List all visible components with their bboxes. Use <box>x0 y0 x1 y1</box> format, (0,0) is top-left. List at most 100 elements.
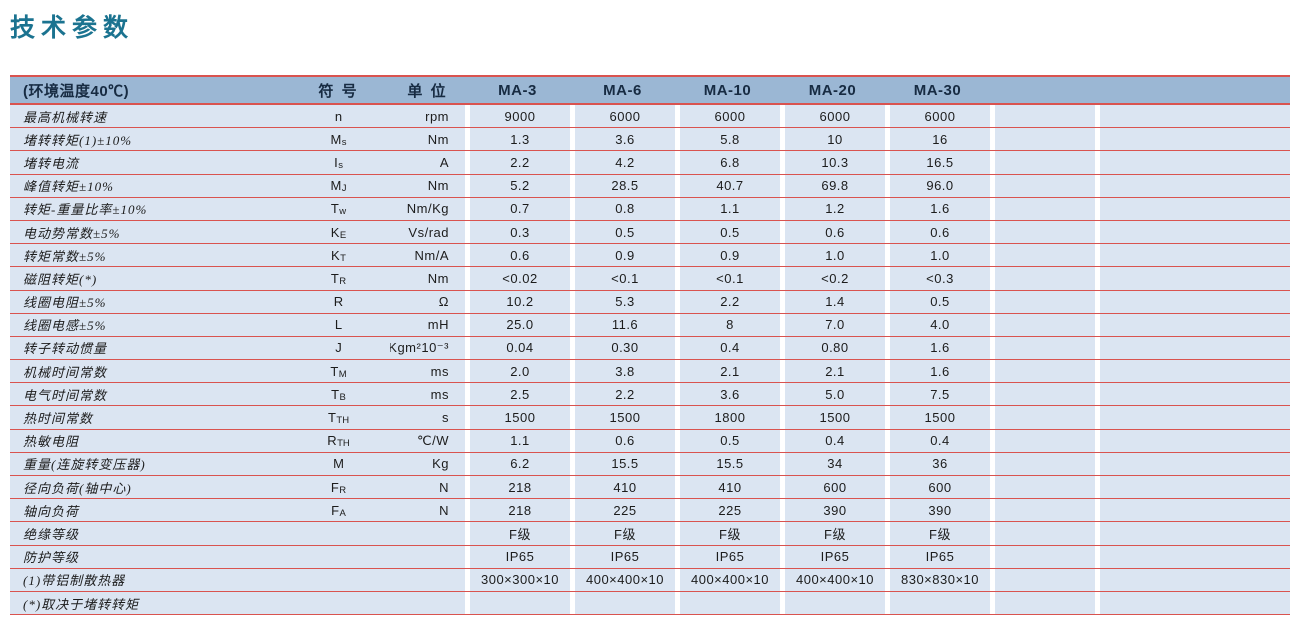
symbol-cell: T TH <box>287 406 390 429</box>
value-cell <box>990 360 1095 383</box>
value-cell: IP65 <box>675 545 780 568</box>
table-row: (1)带铝制散热器 300×300×10 400×400×10 400×400×10 4… <box>10 568 1290 592</box>
value-cell: 1500 <box>885 406 990 429</box>
value-cell: 1.6 <box>885 197 990 220</box>
table-row: 转子转动惯量 J Kgm²10⁻³ 0.04 0.30 0.4 0.80 1.6 <box>10 336 1290 361</box>
value-cell: 69.8 <box>780 174 885 197</box>
param-label: 轴向负荷 <box>10 499 287 522</box>
symbol-base: R <box>333 294 344 310</box>
param-label: (1)带铝制散热器 <box>10 568 287 591</box>
param-label: 电动势常数±5% <box>10 220 287 244</box>
unit-cell: Nm/A <box>390 244 465 267</box>
param-label: 电气时间常数 <box>10 383 287 406</box>
symbol-subscript: R <box>339 275 347 287</box>
param-label: 峰值转矩±10% <box>10 174 287 197</box>
value-cell: 2.2 <box>570 383 675 406</box>
symbol-cell <box>287 568 390 591</box>
table-row: 径向负荷(轴中心) F R N 218 410 410 600 600 <box>10 476 1290 500</box>
value-cell <box>990 197 1095 220</box>
symbol-base: M <box>330 131 342 147</box>
value-cell <box>990 290 1095 313</box>
unit-cell: A <box>390 151 465 174</box>
param-label: 热敏电阻 <box>10 429 287 452</box>
table-header-row: (环境温度40℃) 符 号 单 位 MA-3 MA-6 MA-10 MA-20 … <box>10 77 1290 105</box>
value-cell: 0.4 <box>780 429 885 452</box>
value-cell: 225 <box>570 499 675 522</box>
value-cell <box>885 591 990 615</box>
table-row: 热敏电阻 R TH ℃/W 1.1 0.6 0.5 0.4 0.4 <box>10 429 1290 453</box>
value-cell: 0.7 <box>465 197 570 220</box>
value-cell <box>990 151 1095 174</box>
unit-cell: Nm <box>390 128 465 151</box>
value-cell <box>465 591 570 615</box>
unit-cell: ℃/W <box>390 429 465 452</box>
value-cell: 0.4 <box>885 429 990 452</box>
symbol-base: T <box>330 363 339 379</box>
symbol-subscript: B <box>339 391 346 403</box>
value-cell: <0.1 <box>675 267 780 290</box>
symbol-subscript: TH <box>337 438 350 450</box>
value-cell: 40.7 <box>675 174 780 197</box>
value-cell: 1.6 <box>885 360 990 383</box>
value-cell: 6.8 <box>675 151 780 174</box>
value-cell <box>1095 197 1290 220</box>
symbol-base: K <box>330 224 340 240</box>
table-row: 轴向负荷 F A N 218 225 225 390 390 <box>10 499 1290 523</box>
value-cell: 400×400×10 <box>675 568 780 591</box>
value-cell: 0.6 <box>570 429 675 452</box>
value-cell <box>1095 244 1290 267</box>
value-cell: 1.2 <box>780 197 885 220</box>
value-cell <box>990 267 1095 290</box>
value-cell: 7.0 <box>780 313 885 336</box>
value-cell: 36 <box>885 452 990 475</box>
value-cell <box>1095 360 1290 383</box>
table-row: 热时间常数 T TH s 1500 1500 1800 1500 1500 <box>10 406 1290 430</box>
value-cell: 3.8 <box>570 360 675 383</box>
value-cell <box>1095 591 1290 615</box>
value-cell: <0.1 <box>570 267 675 290</box>
table-row: 重量(连旋转变压器) M Kg 6.2 15.5 15.5 34 36 <box>10 452 1290 476</box>
value-cell: 0.3 <box>465 220 570 244</box>
value-cell <box>1095 151 1290 174</box>
value-cell <box>990 499 1095 522</box>
value-cell: 28.5 <box>570 174 675 197</box>
value-cell <box>1095 267 1290 290</box>
table-row: 防护等级 IP65 IP65 IP65 IP65 IP65 <box>10 545 1290 569</box>
value-cell: <0.3 <box>885 267 990 290</box>
value-cell: 34 <box>780 452 885 475</box>
value-cell <box>990 522 1095 545</box>
unit-cell: mH <box>390 313 465 336</box>
table-row: 绝缘等级 F级 F级 F级 F级 F级 <box>10 522 1290 546</box>
value-cell: 218 <box>465 476 570 499</box>
value-cell <box>990 476 1095 499</box>
value-cell <box>1095 313 1290 336</box>
symbol-base: M <box>330 178 342 194</box>
value-cell: F级 <box>780 522 885 545</box>
table-row: 磁阻转矩(*) T R Nm <0.02 <0.1 <0.1 <0.2 <0.3 <box>10 267 1290 291</box>
unit-cell: Nm/Kg <box>390 197 465 220</box>
value-cell: <0.2 <box>780 267 885 290</box>
value-cell: 2.0 <box>465 360 570 383</box>
value-cell: 400×400×10 <box>780 568 885 591</box>
symbol-cell: R <box>287 290 390 313</box>
header-empty-cell <box>990 77 1095 103</box>
param-label: 线圈电阻±5% <box>10 290 287 313</box>
value-cell <box>1095 476 1290 499</box>
symbol-cell: n <box>287 105 390 128</box>
symbol-base: R <box>327 433 337 449</box>
value-cell: 0.9 <box>675 244 780 267</box>
header-model: MA-10 <box>703 81 752 99</box>
page-title: 技术参数 <box>10 14 135 42</box>
header-symbol-label: 符 号 <box>318 82 359 100</box>
value-cell: 25.0 <box>465 313 570 336</box>
value-cell <box>570 591 675 615</box>
unit-cell: Nm <box>390 174 465 197</box>
value-cell: 3.6 <box>570 128 675 151</box>
value-cell: 1800 <box>675 406 780 429</box>
value-cell <box>1095 568 1290 591</box>
value-cell: 4.0 <box>885 313 990 336</box>
